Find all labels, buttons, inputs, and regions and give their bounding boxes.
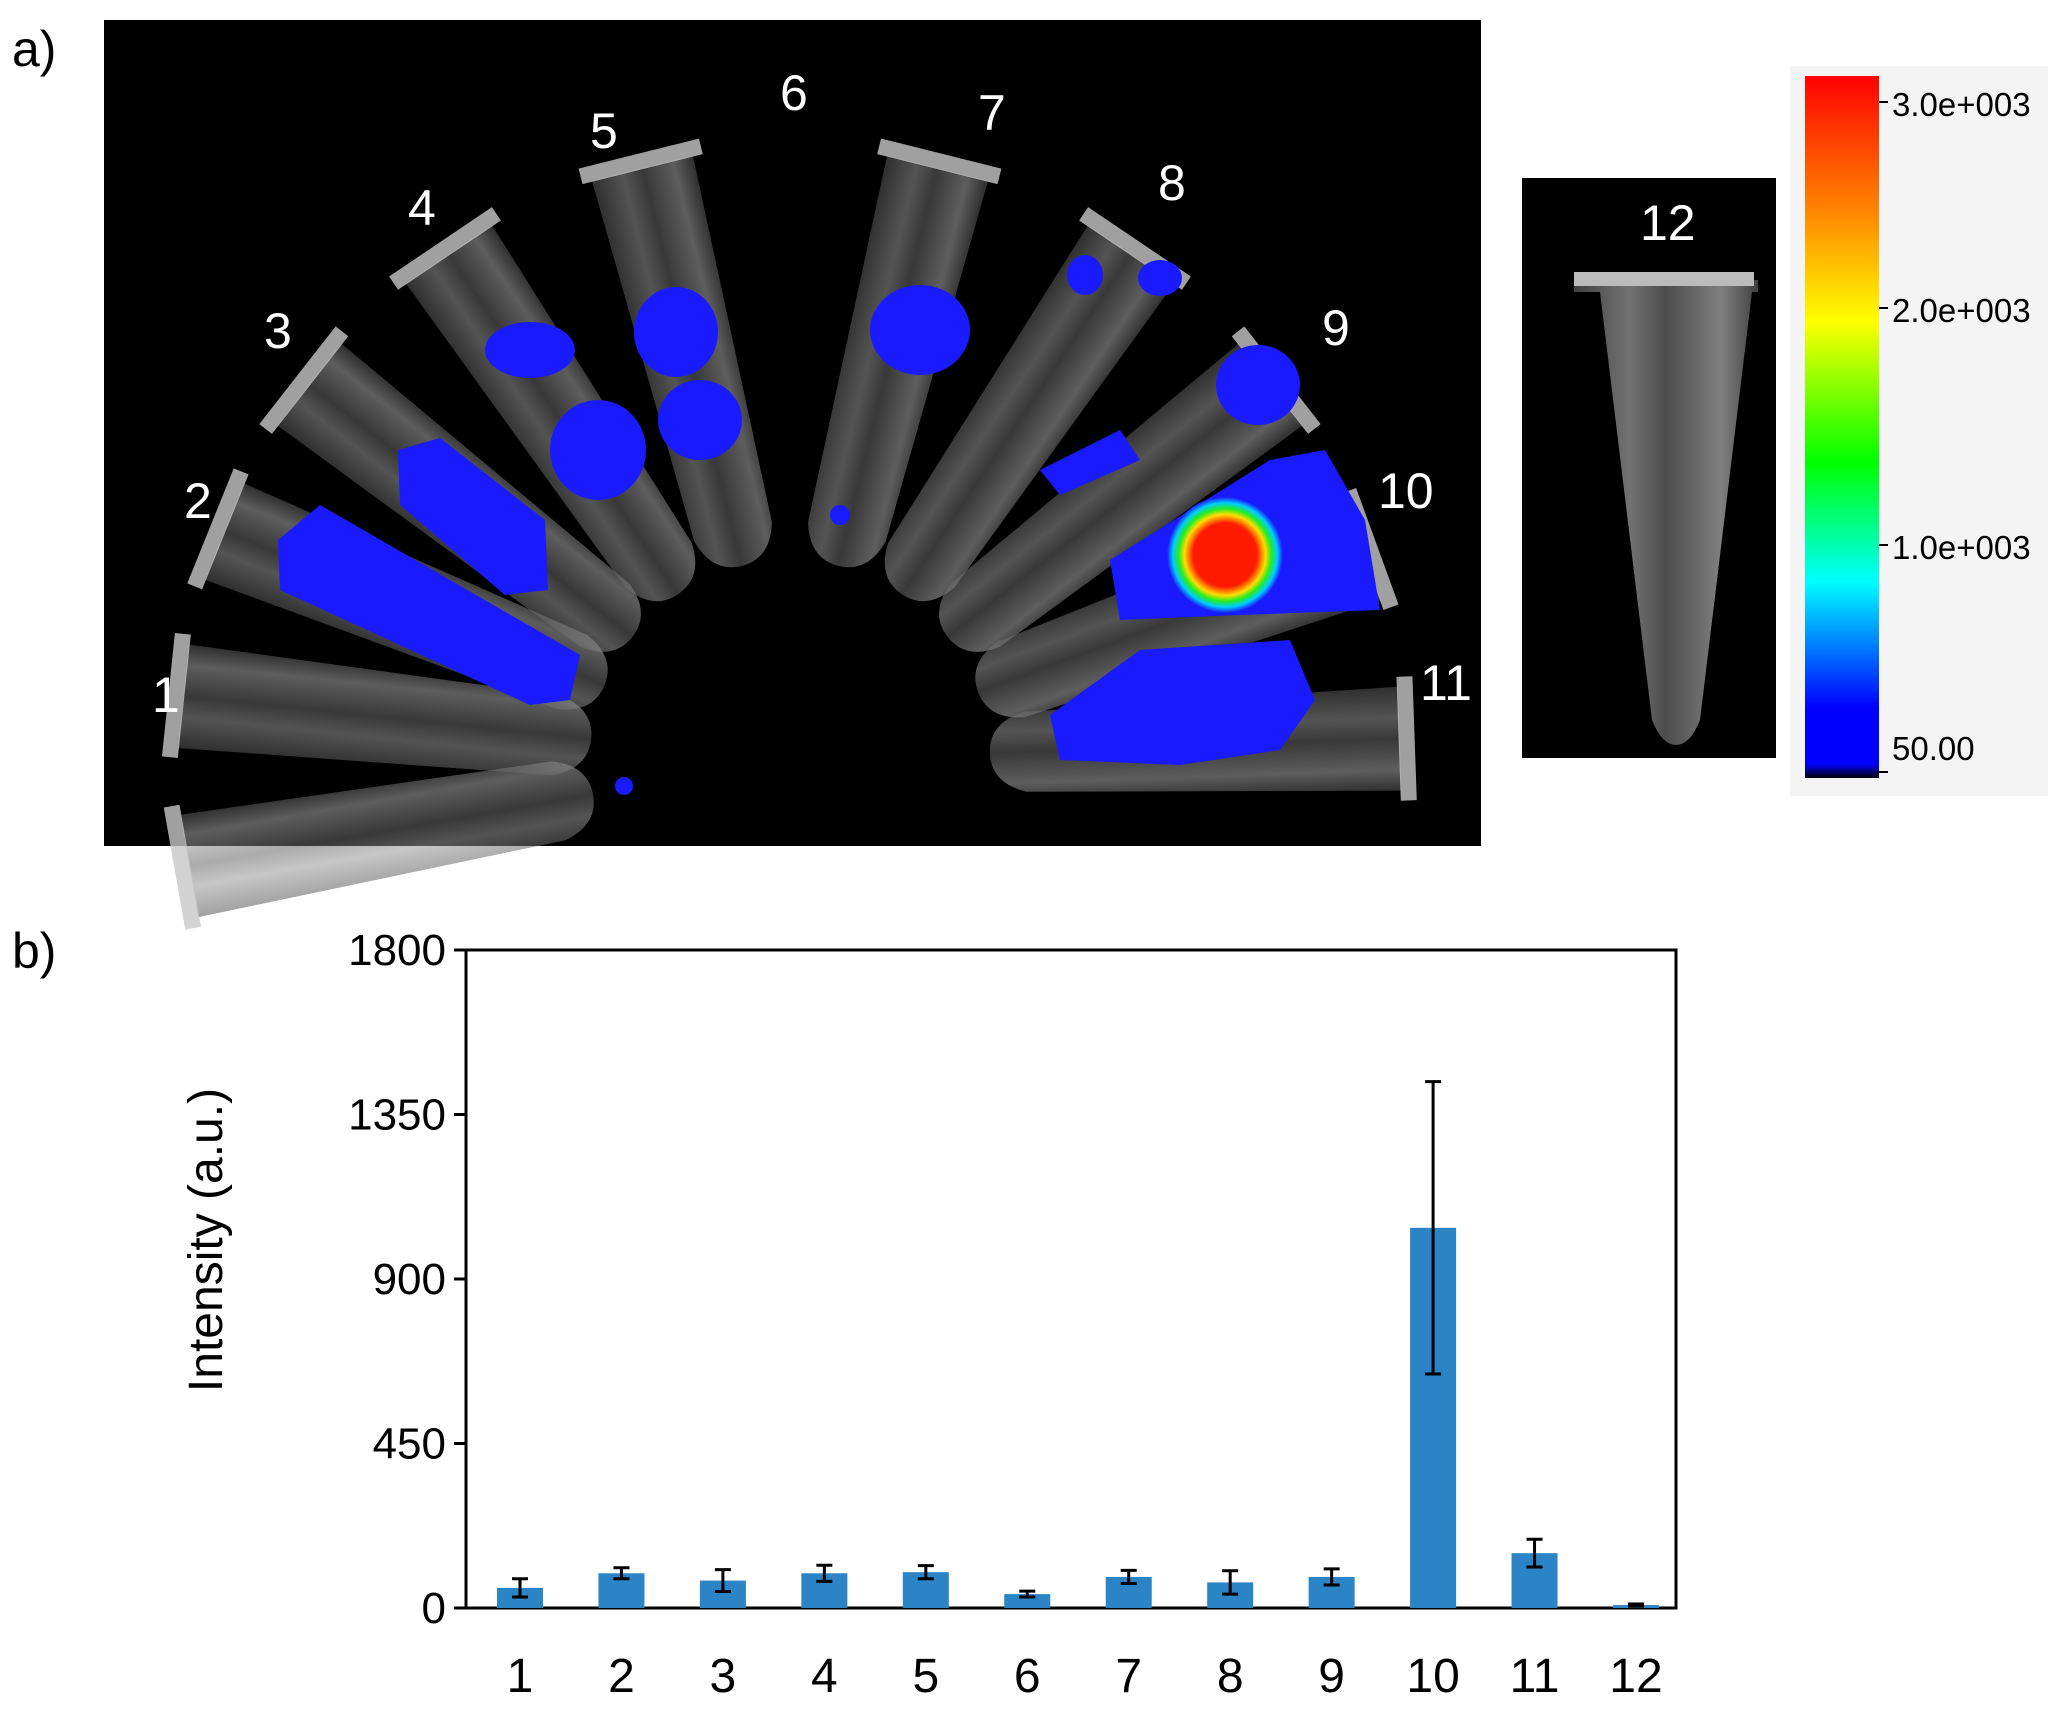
signal-tube-9 <box>1216 345 1300 425</box>
tube-label-7: 7 <box>978 85 1006 141</box>
error-bar-5 <box>917 1564 934 1581</box>
error-bar-9 <box>1323 1567 1340 1587</box>
x-tick-label: 6 <box>1014 1650 1041 1703</box>
error-bar-3 <box>714 1568 731 1594</box>
x-tick-label: 12 <box>1609 1650 1662 1703</box>
y-axis: 0 450 900 1350 1800 <box>348 926 466 1633</box>
inset-tube-12-cap <box>1574 272 1754 286</box>
tube-label-8: 8 <box>1158 155 1186 211</box>
x-tick-label: 8 <box>1217 1650 1244 1703</box>
plot-area <box>464 948 1678 1610</box>
signal-tube-1-dot <box>615 777 633 795</box>
error-bar-10 <box>1425 1080 1442 1376</box>
error-bar-12 <box>1628 1602 1644 1608</box>
x-tick-label: 2 <box>608 1650 635 1703</box>
tube-label-10: 10 <box>1378 463 1434 519</box>
inset-tube-12 <box>1574 280 1758 745</box>
tube-1 <box>163 761 594 930</box>
x-tick-label: 9 <box>1318 1650 1345 1703</box>
signal-tube-5b <box>658 380 742 460</box>
tube-5 <box>389 207 696 602</box>
signal-tube-4b <box>550 400 646 500</box>
signal-tube-11 <box>1050 640 1315 765</box>
signal-tube-8c <box>1040 430 1140 495</box>
colorbar <box>1805 76 1879 778</box>
tube-label-4: 4 <box>408 180 436 236</box>
x-axis: 1 2 3 4 5 6 7 8 9 10 11 12 <box>507 1650 1663 1703</box>
x-tick-label: 7 <box>1115 1650 1142 1703</box>
y-tick-label: 1800 <box>348 926 446 975</box>
bars <box>497 1227 1659 1608</box>
colorbar-tick-label: 3.0e+003 <box>1892 86 2031 123</box>
y-tick-label: 450 <box>373 1420 446 1469</box>
signal-tube-4a <box>485 322 575 378</box>
error-bar-2 <box>613 1566 630 1581</box>
y-tick-label: 1350 <box>348 1091 446 1140</box>
x-tick-label: 1 <box>507 1650 534 1703</box>
colorbar-ticks: 3.0e+003 2.0e+003 1.0e+003 50.00 <box>1879 86 2031 773</box>
signal-tube-7-dot <box>830 505 850 525</box>
tube-2 <box>161 633 592 776</box>
x-tick-label: 3 <box>710 1650 737 1703</box>
signal-tube-8a <box>1067 255 1103 295</box>
error-bar-4 <box>816 1563 833 1583</box>
tube-label-1: 1 <box>152 667 180 723</box>
colorbar-tick-label: 1.0e+003 <box>1892 529 2031 566</box>
error-bar-1 <box>512 1577 528 1599</box>
colorbar-tick-label: 2.0e+003 <box>1892 292 2031 329</box>
panel-a-label: a) <box>12 21 56 77</box>
x-tick-label: 11 <box>1510 1650 1560 1703</box>
tube-label-11: 11 <box>1420 655 1472 711</box>
tube-label-5: 5 <box>590 103 618 159</box>
colorbar-tick-label: 50.00 <box>1892 730 1975 767</box>
error-bars <box>512 1080 1644 1608</box>
x-tick-label: 5 <box>912 1650 939 1703</box>
error-bar-8 <box>1222 1569 1239 1596</box>
tube-label-6: 6 <box>780 65 808 121</box>
error-bar-6 <box>1019 1589 1036 1599</box>
tube-label-9: 9 <box>1322 300 1350 356</box>
y-axis-label: Intensity (a.u.) <box>180 1088 233 1392</box>
signal-tube-2 <box>278 505 580 705</box>
tube-label-3: 3 <box>264 303 292 359</box>
x-tick-label: 10 <box>1406 1650 1459 1703</box>
fluorescence-signals <box>278 255 1380 795</box>
x-tick-label: 4 <box>811 1650 838 1703</box>
signal-tube-8b <box>1138 260 1182 296</box>
panel-b-label: b) <box>12 923 56 979</box>
inset-label-12: 12 <box>1640 195 1696 251</box>
signal-tube-3 <box>398 438 548 595</box>
y-tick-label: 0 <box>422 1584 446 1633</box>
error-bar-11 <box>1526 1537 1543 1569</box>
error-bar-7 <box>1120 1568 1137 1586</box>
tube-label-2: 2 <box>184 473 212 529</box>
bar-6 <box>1004 1594 1051 1608</box>
signal-tube-7 <box>870 285 970 375</box>
tube-number-labels: 1 2 3 4 5 6 7 8 9 10 11 <box>152 65 1472 723</box>
signal-tube-5a <box>634 287 718 377</box>
y-tick-label: 900 <box>373 1255 446 1304</box>
signal-tube-10-hotspot <box>1167 497 1283 613</box>
